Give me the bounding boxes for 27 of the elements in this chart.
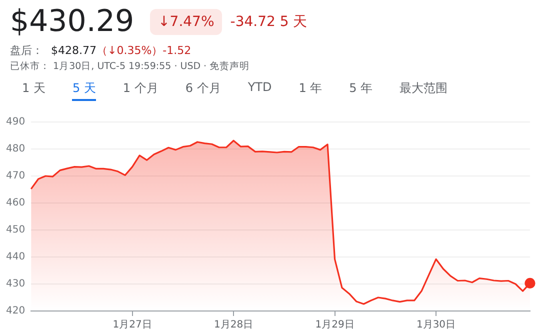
y-tick-label: 440 — [6, 252, 26, 263]
text: 5 年 — [349, 80, 373, 97]
x-tick-label: 1月30日 — [416, 320, 456, 331]
text: 5 天 — [72, 80, 96, 101]
y-tick-label: 490 — [6, 116, 26, 128]
x-tick-label: 1月27日 — [112, 320, 152, 331]
text: -34.72 5 天 — [230, 12, 308, 30]
text: $428.77 — [51, 44, 96, 57]
x-tick-label: 1月28日 — [214, 320, 254, 331]
text: 最大范围 — [400, 80, 448, 97]
text: 盘后： — [10, 44, 43, 57]
y-tick-label: 470 — [6, 170, 26, 182]
text: 已休市： 1月30日, UTC-5 19:59:55 · USD · 免责声明 — [10, 60, 250, 73]
text: （↓0.35%）-1.52 — [96, 44, 192, 57]
text: 1 年 — [298, 80, 322, 97]
text: 1 天 — [22, 80, 46, 97]
y-tick-label: 460 — [6, 198, 26, 209]
y-tick-label: 430 — [6, 278, 26, 290]
text: YTD — [248, 80, 272, 96]
y-tick-label: 480 — [6, 144, 26, 155]
y-tick-label: 450 — [6, 224, 26, 236]
text: 1 个月 — [122, 80, 158, 97]
chart-title: $430.29 — [10, 4, 134, 39]
y-tick-label: 420 — [6, 306, 26, 317]
x-tick-label: 1月29日 — [315, 320, 354, 331]
text: 6 个月 — [185, 80, 221, 97]
chart-subtitle: ↓7.47% — [150, 8, 222, 34]
